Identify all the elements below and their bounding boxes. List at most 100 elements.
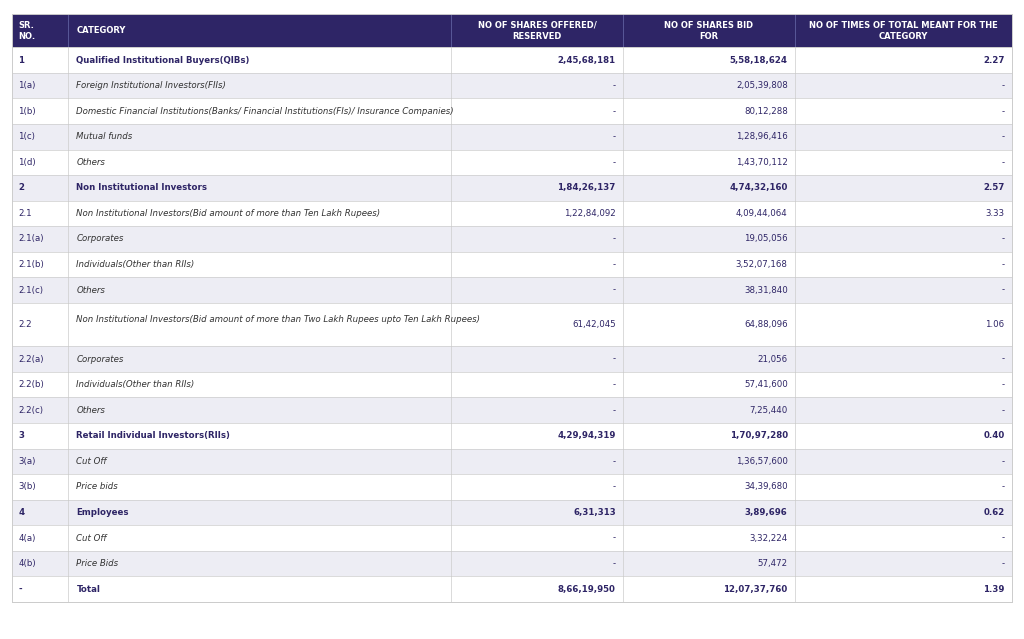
Text: 12,07,37,760: 12,07,37,760 — [723, 585, 787, 594]
Text: -: - — [612, 81, 615, 90]
Text: 4,09,44,064: 4,09,44,064 — [736, 209, 787, 218]
Text: -: - — [1001, 81, 1005, 90]
Text: Corporates: Corporates — [77, 355, 124, 364]
Text: NO OF TIMES OF TOTAL MEANT FOR THE
CATEGORY: NO OF TIMES OF TOTAL MEANT FOR THE CATEG… — [809, 20, 997, 41]
Text: -: - — [1001, 534, 1005, 543]
Text: 1,36,57,600: 1,36,57,600 — [736, 457, 787, 466]
Text: Foreign Institutional Investors(FIIs): Foreign Institutional Investors(FIIs) — [77, 81, 226, 90]
Text: 2,05,39,808: 2,05,39,808 — [736, 81, 787, 90]
Text: -: - — [612, 107, 615, 116]
Text: Individuals(Other than RIIs): Individuals(Other than RIIs) — [77, 380, 195, 389]
Text: 1.39: 1.39 — [983, 585, 1005, 594]
Text: 1,22,84,092: 1,22,84,092 — [564, 209, 615, 218]
Text: 1,43,70,112: 1,43,70,112 — [736, 158, 787, 167]
Bar — [12, 551, 1012, 576]
Text: 2.2(c): 2.2(c) — [18, 406, 43, 415]
Text: 61,42,045: 61,42,045 — [572, 320, 615, 329]
Text: -: - — [612, 457, 615, 466]
Text: Mutual funds: Mutual funds — [77, 132, 133, 141]
Text: -: - — [1001, 482, 1005, 491]
Text: NO OF SHARES OFFERED/
RESERVED: NO OF SHARES OFFERED/ RESERVED — [477, 20, 596, 41]
Text: -: - — [1001, 406, 1005, 415]
Text: 19,05,056: 19,05,056 — [744, 235, 787, 243]
Text: Non Institutional Investors: Non Institutional Investors — [77, 183, 208, 192]
Bar — [12, 576, 1012, 602]
Text: -: - — [1001, 235, 1005, 243]
Text: 1(d): 1(d) — [18, 158, 36, 167]
Text: 0.40: 0.40 — [983, 431, 1005, 440]
Bar — [12, 474, 1012, 500]
Text: -: - — [1001, 380, 1005, 389]
Text: -: - — [1001, 107, 1005, 116]
Text: 2.1(c): 2.1(c) — [18, 286, 43, 295]
Text: Price Bids: Price Bids — [77, 559, 119, 568]
Text: 1,84,26,137: 1,84,26,137 — [557, 183, 615, 192]
Text: Corporates: Corporates — [77, 235, 124, 243]
Text: -: - — [612, 286, 615, 295]
Text: 3(a): 3(a) — [18, 457, 36, 466]
Text: -: - — [612, 132, 615, 141]
Text: -: - — [1001, 260, 1005, 269]
Text: 4(b): 4(b) — [18, 559, 36, 568]
Text: -: - — [612, 158, 615, 167]
Bar — [12, 346, 1012, 372]
Text: -: - — [1001, 286, 1005, 295]
Text: Others: Others — [77, 158, 105, 167]
Bar — [12, 14, 1012, 47]
Text: 34,39,680: 34,39,680 — [744, 482, 787, 491]
Bar — [12, 303, 1012, 346]
Text: -: - — [612, 406, 615, 415]
Text: 4(a): 4(a) — [18, 534, 36, 543]
Bar — [12, 73, 1012, 98]
Text: 2.57: 2.57 — [983, 183, 1005, 192]
Bar — [12, 124, 1012, 150]
Text: 3,89,696: 3,89,696 — [744, 508, 787, 517]
Text: -: - — [612, 559, 615, 568]
Text: 1(a): 1(a) — [18, 81, 36, 90]
Bar — [12, 226, 1012, 252]
Bar — [12, 525, 1012, 551]
Text: 1,28,96,416: 1,28,96,416 — [736, 132, 787, 141]
Text: Retail Individual Investors(RIIs): Retail Individual Investors(RIIs) — [77, 431, 230, 440]
Text: 2.2: 2.2 — [18, 320, 32, 329]
Text: -: - — [612, 355, 615, 364]
Text: 57,41,600: 57,41,600 — [743, 380, 787, 389]
Text: Cut Off: Cut Off — [77, 534, 106, 543]
Text: -: - — [18, 585, 23, 594]
Text: 21,056: 21,056 — [758, 355, 787, 364]
Bar — [12, 47, 1012, 73]
Text: 1(b): 1(b) — [18, 107, 36, 116]
Text: 2,45,68,181: 2,45,68,181 — [558, 56, 615, 65]
Text: 2.1(b): 2.1(b) — [18, 260, 44, 269]
Bar — [12, 252, 1012, 277]
Text: 3,32,224: 3,32,224 — [750, 534, 787, 543]
Text: 2.1(a): 2.1(a) — [18, 235, 44, 243]
Text: Individuals(Other than RIIs): Individuals(Other than RIIs) — [77, 260, 195, 269]
Text: NO OF SHARES BID
FOR: NO OF SHARES BID FOR — [665, 20, 754, 41]
Text: 3,52,07,168: 3,52,07,168 — [736, 260, 787, 269]
Text: Total: Total — [77, 585, 100, 594]
Text: -: - — [1001, 132, 1005, 141]
Text: 6,31,313: 6,31,313 — [573, 508, 615, 517]
Text: Others: Others — [77, 286, 105, 295]
Text: Non Institutional Investors(Bid amount of more than Two Lakh Rupees upto Ten Lak: Non Institutional Investors(Bid amount o… — [77, 315, 480, 324]
Bar — [12, 201, 1012, 226]
Text: -: - — [612, 482, 615, 491]
Bar — [12, 397, 1012, 423]
Text: 80,12,288: 80,12,288 — [743, 107, 787, 116]
Text: 2: 2 — [18, 183, 25, 192]
Text: CATEGORY: CATEGORY — [77, 26, 126, 35]
Text: 8,66,19,950: 8,66,19,950 — [558, 585, 615, 594]
Text: 3.33: 3.33 — [985, 209, 1005, 218]
Text: -: - — [1001, 559, 1005, 568]
Text: 2.2(b): 2.2(b) — [18, 380, 44, 389]
Bar — [12, 372, 1012, 397]
Text: Cut Off: Cut Off — [77, 457, 106, 466]
Text: 5,58,18,624: 5,58,18,624 — [730, 56, 787, 65]
Text: 4: 4 — [18, 508, 25, 517]
Bar — [12, 98, 1012, 124]
Text: Non Institutional Investors(Bid amount of more than Ten Lakh Rupees): Non Institutional Investors(Bid amount o… — [77, 209, 381, 218]
Text: 7,25,440: 7,25,440 — [750, 406, 787, 415]
Text: Employees: Employees — [77, 508, 129, 517]
Text: -: - — [1001, 355, 1005, 364]
